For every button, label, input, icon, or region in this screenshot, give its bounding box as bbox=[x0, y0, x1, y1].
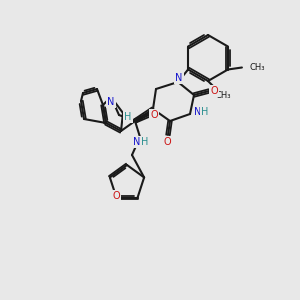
Text: H: H bbox=[141, 137, 149, 147]
Text: H: H bbox=[201, 107, 209, 117]
Text: O: O bbox=[150, 110, 158, 120]
Text: N: N bbox=[107, 97, 115, 107]
Text: N: N bbox=[133, 137, 141, 147]
Text: O: O bbox=[112, 190, 120, 201]
Text: N: N bbox=[194, 107, 202, 117]
Text: O: O bbox=[163, 137, 171, 147]
Text: N: N bbox=[175, 73, 183, 83]
Text: O: O bbox=[210, 86, 218, 96]
Text: H: H bbox=[124, 112, 132, 122]
Text: CH₃: CH₃ bbox=[250, 63, 266, 72]
Text: CH₃: CH₃ bbox=[215, 92, 231, 100]
